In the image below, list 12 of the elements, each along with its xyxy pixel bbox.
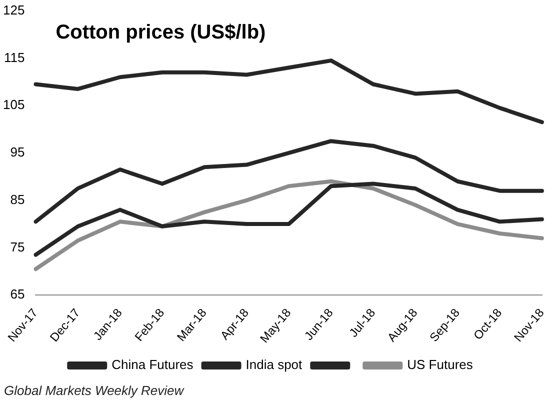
text: Global Markets Weekly Review (4, 383, 184, 398)
y-tick-label: 105 (2, 97, 25, 112)
y-tick-label: 125 (2, 2, 25, 18)
legend-label: US Futures (407, 357, 474, 372)
legend-label: China Futures (112, 357, 194, 372)
legend-label: India spot (246, 357, 303, 372)
y-tick-label: 115 (4, 50, 25, 65)
y-tick-label: 75 (10, 239, 25, 254)
y-tick-label: 95 (10, 144, 25, 160)
y-tick-label: 65 (10, 286, 25, 302)
y-tick-label: 85 (10, 192, 25, 207)
text: Cotton prices (US$/lb) (56, 21, 266, 44)
